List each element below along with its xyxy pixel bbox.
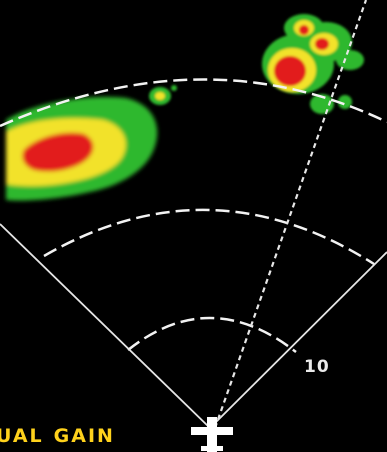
weather-cell-upper-right xyxy=(262,14,364,114)
aircraft-symbol-icon xyxy=(191,417,233,452)
gain-mode-prefix: UAL xyxy=(0,425,44,447)
gain-mode-suffix: GAIN xyxy=(53,425,115,447)
precip-heavy-region xyxy=(22,132,94,172)
azimuth-line-right xyxy=(209,251,387,429)
azimuth-line-left xyxy=(0,223,211,429)
range-ring-inner xyxy=(127,316,297,353)
range-ring-middle xyxy=(43,208,375,266)
range-ring-outer xyxy=(0,78,387,128)
weather-cell-left xyxy=(6,96,158,201)
weather-cell-small xyxy=(149,85,177,105)
heading-line xyxy=(213,0,368,429)
range-marker-label: 10 xyxy=(304,357,330,377)
gain-mode-label: UAL GAIN xyxy=(0,424,115,448)
